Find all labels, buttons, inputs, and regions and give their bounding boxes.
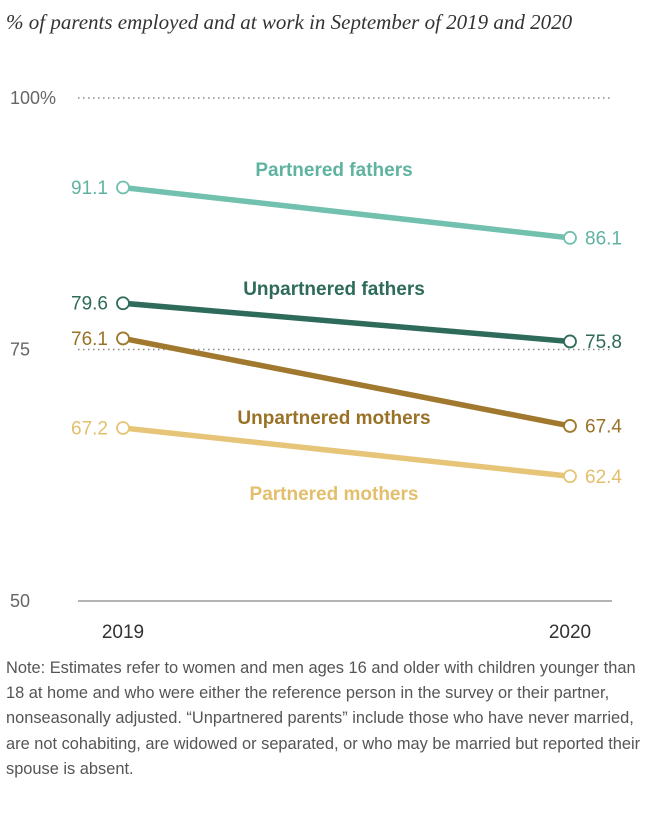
series-line-unpartnered-mothers xyxy=(120,335,573,429)
data-label-partnered-fathers-2019: 91.1 xyxy=(71,178,108,199)
series-line-partnered-mothers xyxy=(120,425,573,480)
chart-note: Note: Estimates refer to women and men a… xyxy=(6,659,641,778)
series-name-partnered-fathers: Partnered fathers xyxy=(255,160,412,181)
data-point-partnered-fathers-2020 xyxy=(563,230,577,245)
data-point-partnered-fathers-2019 xyxy=(116,180,130,195)
series-name-unpartnered-mothers: Unpartnered mothers xyxy=(237,408,430,429)
line-chart: 100% 75 50 2019 2020 91.1 86.1 Partnered father… xyxy=(10,88,622,643)
data-point-partnered-mothers-2020 xyxy=(563,469,577,484)
series-name-unpartnered-fathers: Unpartnered fathers xyxy=(243,279,425,300)
y-tick-label-100: 100% xyxy=(10,88,56,108)
data-point-unpartnered-mothers-2020 xyxy=(563,419,577,433)
data-point-unpartnered-fathers-2020 xyxy=(563,334,577,349)
y-tick-label-75: 75 xyxy=(10,340,30,360)
data-label-unpartnered-mothers-2020: 67.4 xyxy=(585,416,622,437)
data-label-partnered-mothers-2020: 62.4 xyxy=(585,467,622,488)
data-point-unpartnered-fathers-2019 xyxy=(116,296,130,311)
data-label-unpartnered-fathers-2019: 79.6 xyxy=(71,294,108,315)
data-label-unpartnered-mothers-2019: 76.1 xyxy=(71,329,108,350)
data-point-partnered-mothers-2019 xyxy=(116,421,130,435)
x-tick-label-2020: 2020 xyxy=(549,622,591,643)
series-name-partnered-mothers: Partnered mothers xyxy=(250,484,419,505)
x-tick-label-2019: 2019 xyxy=(102,622,144,643)
data-label-unpartnered-fathers-2020: 75.8 xyxy=(585,332,622,353)
series-line-unpartnered-fathers xyxy=(120,300,573,345)
y-tick-label-50: 50 xyxy=(10,591,30,611)
data-label-partnered-fathers-2020: 86.1 xyxy=(585,228,622,249)
data-label-partnered-mothers-2019: 67.2 xyxy=(71,418,108,439)
data-point-unpartnered-mothers-2019 xyxy=(116,331,130,346)
series-line-partnered-fathers xyxy=(120,184,573,241)
chart-subtitle: % of parents employed and at work in Sep… xyxy=(6,10,573,34)
